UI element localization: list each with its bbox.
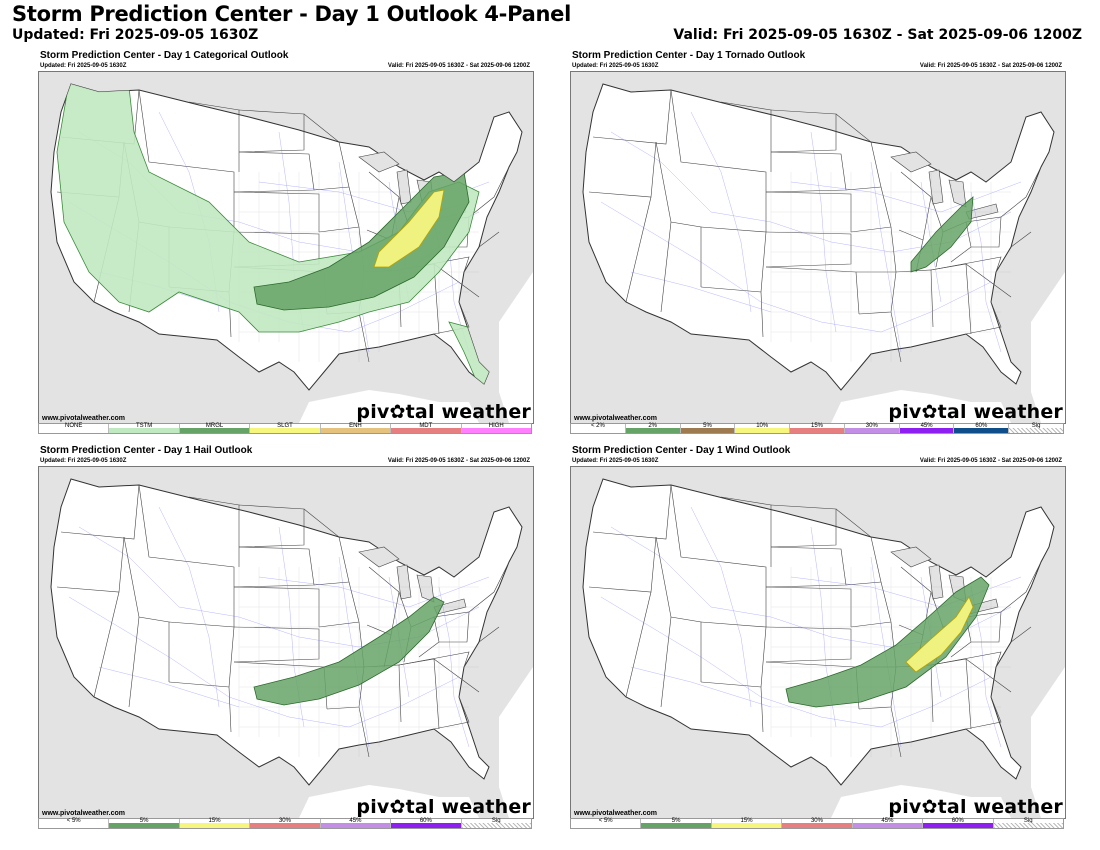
panel-title: Storm Prediction Center - Day 1 Wind Out… [572,445,791,456]
legend-cell: < 5% [39,818,110,828]
panel-wind: Storm Prediction Center - Day 1 Wind Out… [568,445,1066,829]
watermark-logo: piv✿tal weather [888,401,1063,423]
panel-title: Storm Prediction Center - Day 1 Hail Out… [40,445,253,456]
panel-tornado: Storm Prediction Center - Day 1 Tornado … [568,50,1066,434]
panel-hail: Storm Prediction Center - Day 1 Hail Out… [36,445,534,829]
wind-5pct-area [785,576,990,708]
legend-cell: 5% [641,818,712,828]
legend-cell: HIGH [461,423,531,433]
hail-map: www.pivotalweather.com piv✿tal weather [38,466,534,819]
panel-valid: Valid: Fri 2025-09-05 1630Z - Sat 2025-0… [387,63,530,69]
legend-cell: 45% [852,818,924,828]
panel-updated: Updated: Fri 2025-09-05 1630Z [572,458,659,464]
legend-cell: MDT [391,423,462,433]
watermark-logo: piv✿tal weather [356,401,531,423]
legend-cell: 2% [625,423,681,433]
panel-valid: Valid: Fri 2025-09-05 1630Z - Sat 2025-0… [387,458,530,464]
legend-cell: 30% [782,818,853,828]
legend-cell: < 2% [571,423,626,433]
slgt-area [373,189,445,268]
legend-cell: 45% [899,423,955,433]
legend-cell: SLGT [250,423,321,433]
legend: NONE TSTM MRGL SLGT ENH MDT HIGH [38,423,532,434]
legend-cell: 30% [250,818,321,828]
legend: < 5% 5% 15% 30% 45% 60% Sig [38,818,532,829]
categorical-map: www.pivotalweather.com piv✿tal weather [38,71,534,424]
legend: < 5% 5% 15% 30% 45% 60% Sig [570,818,1064,829]
legend-cell: 15% [179,818,251,828]
legend-cell: 60% [391,818,462,828]
legend-cell: 10% [735,423,791,433]
panel-updated: Updated: Fri 2025-09-05 1630Z [40,458,127,464]
page-valid: Valid: Fri 2025-09-05 1630Z - Sat 2025-0… [673,27,1082,43]
watermark-url: www.pivotalweather.com [42,810,125,817]
legend-cell: 60% [923,818,994,828]
legend: < 2% 2% 5% 10% 15% 30% 45% 60% Sig [570,423,1064,434]
legend-cell: 15% [790,423,845,433]
panel-valid: Valid: Fri 2025-09-05 1630Z - Sat 2025-0… [919,458,1062,464]
watermark-url: www.pivotalweather.com [574,810,657,817]
watermark-logo: piv✿tal weather [888,796,1063,818]
page-updated: Updated: Fri 2025-09-05 1630Z [12,27,259,43]
tornado-2pct-area [910,196,974,273]
legend-cell: NONE [39,423,110,433]
legend-cell: 45% [320,818,392,828]
watermark-logo: piv✿tal weather [356,796,531,818]
wind-map: www.pivotalweather.com piv✿tal weather [570,466,1066,819]
legend-cell: 5% [680,423,736,433]
legend-cell: MRGL [179,423,251,433]
legend-cell: Sig [461,818,531,828]
panel-categorical: Storm Prediction Center - Day 1 Categori… [36,50,534,434]
wind-15pct-area [905,596,974,673]
hail-5pct-area [253,596,445,706]
legend-cell: TSTM [109,423,180,433]
legend-cell: 15% [711,818,783,828]
legend-cell: Sig [993,818,1063,828]
mrgl-area [253,171,470,311]
panel-title: Storm Prediction Center - Day 1 Tornado … [572,50,806,61]
legend-cell: ENH [320,423,392,433]
watermark-url: www.pivotalweather.com [42,415,125,422]
panel-title: Storm Prediction Center - Day 1 Categori… [40,50,289,61]
legend-cell: 30% [844,423,900,433]
panel-valid: Valid: Fri 2025-09-05 1630Z - Sat 2025-0… [919,63,1062,69]
panel-updated: Updated: Fri 2025-09-05 1630Z [572,63,659,69]
legend-cell: 5% [109,818,180,828]
panel-updated: Updated: Fri 2025-09-05 1630Z [40,63,127,69]
watermark-url: www.pivotalweather.com [574,415,657,422]
legend-cell: 60% [954,423,1010,433]
legend-cell: Sig [1009,423,1064,433]
tstm-florida [448,321,500,390]
page-title: Storm Prediction Center - Day 1 Outlook … [12,2,571,26]
tornado-map: www.pivotalweather.com piv✿tal weather [570,71,1066,424]
legend-cell: < 5% [571,818,642,828]
